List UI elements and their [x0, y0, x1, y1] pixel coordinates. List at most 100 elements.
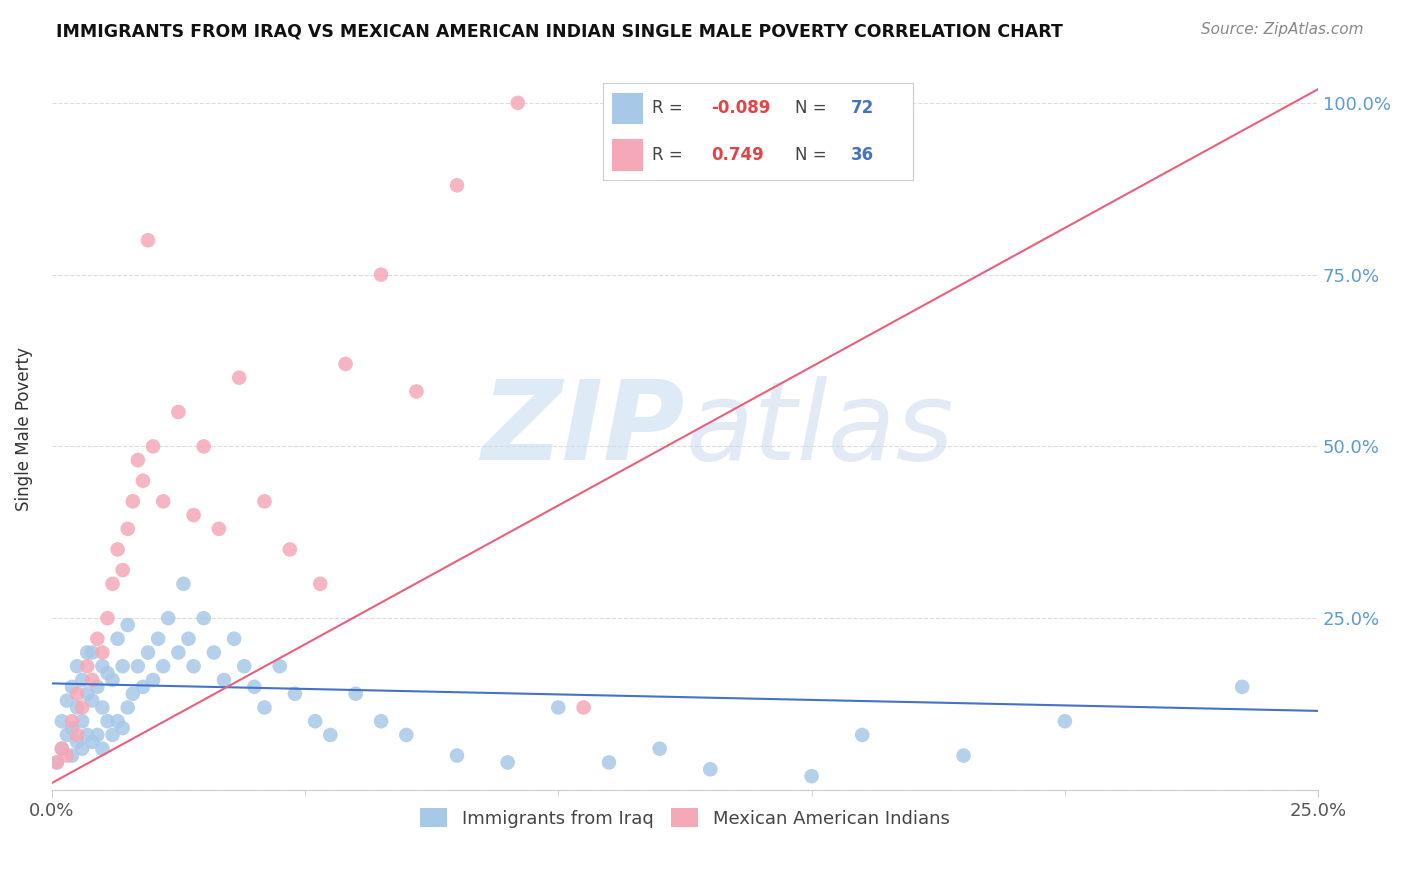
Point — [183, 659, 205, 673]
Point — [253, 700, 276, 714]
Point — [208, 522, 231, 536]
Point — [82, 646, 104, 660]
Point — [212, 673, 235, 687]
Point — [193, 611, 215, 625]
Point — [121, 494, 143, 508]
Point — [56, 728, 79, 742]
Point — [91, 646, 114, 660]
Point — [177, 632, 200, 646]
Point — [76, 687, 98, 701]
Point — [152, 659, 174, 673]
Point — [66, 728, 89, 742]
Point — [851, 728, 873, 742]
Point — [82, 735, 104, 749]
Y-axis label: Single Male Poverty: Single Male Poverty — [15, 347, 32, 511]
Point — [66, 659, 89, 673]
Point — [101, 728, 124, 742]
Point — [60, 748, 83, 763]
Point — [82, 673, 104, 687]
Point — [111, 659, 134, 673]
Point — [309, 576, 332, 591]
Point — [269, 659, 291, 673]
Point — [96, 714, 118, 729]
Point — [127, 453, 149, 467]
Point — [66, 735, 89, 749]
Point — [800, 769, 823, 783]
Point — [51, 741, 73, 756]
Point — [224, 632, 246, 646]
Point — [157, 611, 180, 625]
Point — [253, 494, 276, 508]
Point — [335, 357, 357, 371]
Legend: Immigrants from Iraq, Mexican American Indians: Immigrants from Iraq, Mexican American I… — [413, 801, 957, 835]
Point — [66, 687, 89, 701]
Point — [136, 646, 159, 660]
Point — [51, 714, 73, 729]
Point — [91, 700, 114, 714]
Point — [395, 728, 418, 742]
Point — [142, 439, 165, 453]
Point — [233, 659, 256, 673]
Point — [228, 370, 250, 384]
Point — [60, 680, 83, 694]
Point — [304, 714, 326, 729]
Point — [142, 673, 165, 687]
Point — [132, 680, 155, 694]
Point — [952, 748, 974, 763]
Point — [172, 576, 194, 591]
Point — [56, 693, 79, 707]
Point — [56, 748, 79, 763]
Point — [136, 233, 159, 247]
Point — [51, 741, 73, 756]
Point — [86, 632, 108, 646]
Point — [167, 405, 190, 419]
Point — [183, 508, 205, 522]
Point — [152, 494, 174, 508]
Point — [76, 659, 98, 673]
Point — [91, 741, 114, 756]
Text: Source: ZipAtlas.com: Source: ZipAtlas.com — [1201, 22, 1364, 37]
Point — [167, 646, 190, 660]
Point — [117, 618, 139, 632]
Point — [70, 673, 93, 687]
Point — [319, 728, 342, 742]
Point — [66, 700, 89, 714]
Point — [547, 700, 569, 714]
Point — [91, 659, 114, 673]
Point — [111, 721, 134, 735]
Point — [132, 474, 155, 488]
Point — [60, 721, 83, 735]
Point — [117, 522, 139, 536]
Point — [96, 611, 118, 625]
Point — [446, 748, 468, 763]
Point — [370, 714, 392, 729]
Point — [202, 646, 225, 660]
Point — [344, 687, 367, 701]
Point — [121, 687, 143, 701]
Point — [506, 95, 529, 110]
Point — [572, 700, 595, 714]
Point — [370, 268, 392, 282]
Point — [117, 700, 139, 714]
Point — [193, 439, 215, 453]
Point — [111, 563, 134, 577]
Point — [1053, 714, 1076, 729]
Point — [60, 714, 83, 729]
Point — [101, 673, 124, 687]
Point — [86, 680, 108, 694]
Point — [284, 687, 307, 701]
Point — [446, 178, 468, 193]
Point — [82, 693, 104, 707]
Point — [146, 632, 169, 646]
Point — [107, 542, 129, 557]
Point — [96, 666, 118, 681]
Point — [70, 700, 93, 714]
Point — [648, 741, 671, 756]
Point — [243, 680, 266, 694]
Point — [101, 576, 124, 591]
Point — [70, 741, 93, 756]
Point — [70, 714, 93, 729]
Point — [45, 756, 67, 770]
Point — [45, 756, 67, 770]
Text: atlas: atlas — [685, 376, 953, 483]
